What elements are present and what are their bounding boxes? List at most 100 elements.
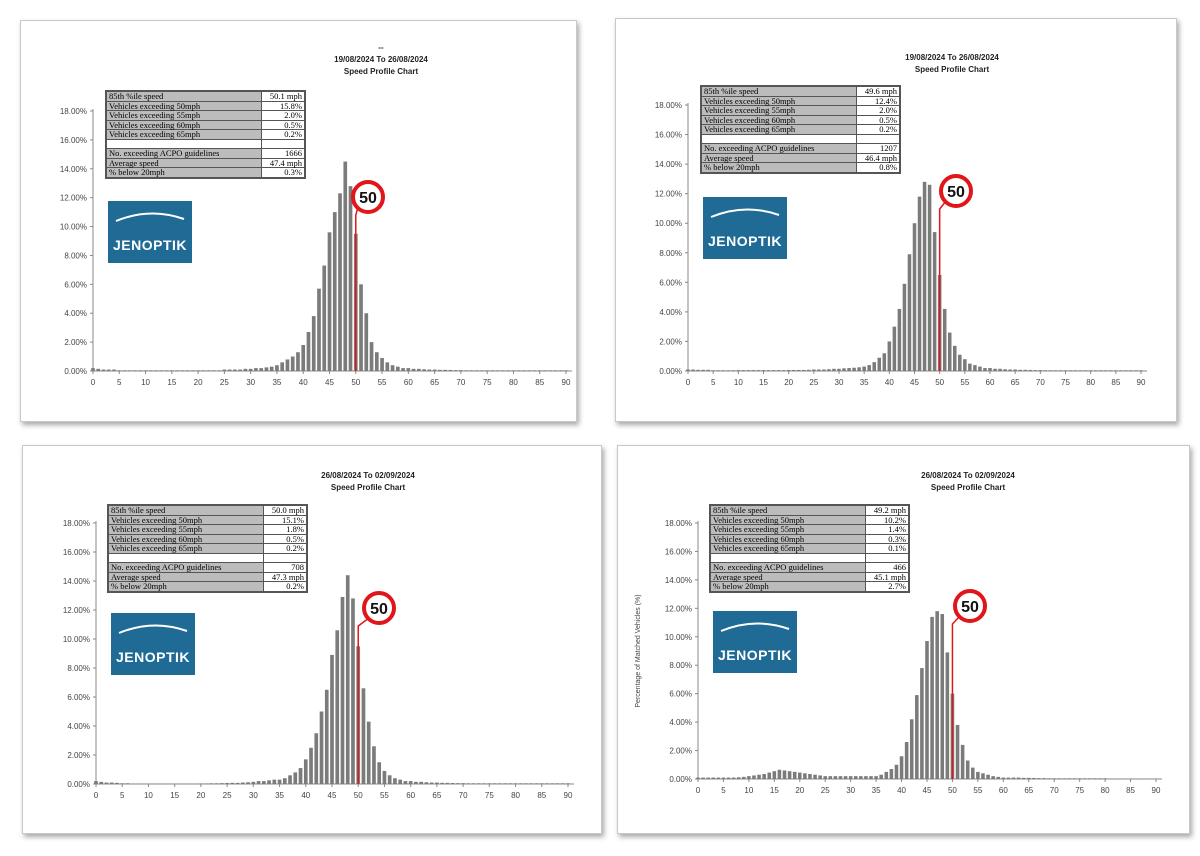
x-tick-label: 0 xyxy=(686,378,691,387)
x-tick-label: 85 xyxy=(1126,786,1135,795)
bar xyxy=(143,370,148,371)
bar xyxy=(545,783,549,784)
bar xyxy=(196,370,200,371)
bar xyxy=(246,782,250,784)
x-tick-label: 85 xyxy=(535,378,544,387)
bar xyxy=(1047,778,1051,779)
bar xyxy=(1078,370,1083,371)
histogram: 0.00% 2.00% 4.00% 6.00% 8.00% 10.00% 12.00% 14.… xyxy=(60,107,572,387)
x-tick-label: 80 xyxy=(1101,786,1110,795)
y-tick-label: 2.00% xyxy=(67,751,90,760)
bar xyxy=(438,369,442,371)
logo-text: JENOPTIK xyxy=(707,233,782,249)
bar xyxy=(282,778,287,784)
bar xyxy=(448,369,453,371)
histogram: 0.00% 2.00% 4.00% 6.00% 8.00% 10.00% 12.00% 14.… xyxy=(63,519,574,800)
bar xyxy=(1139,370,1143,371)
bar xyxy=(348,186,353,371)
bar xyxy=(802,369,806,371)
bar xyxy=(527,370,532,371)
stats-row: % below 20mph 0.2% xyxy=(107,581,308,592)
x-tick-label: 45 xyxy=(328,791,337,800)
x-tick-label: 10 xyxy=(734,378,743,387)
x-tick-label: 15 xyxy=(167,378,176,387)
chart-title: 19/08/2024 To 26/08/2024 xyxy=(334,55,428,64)
bar xyxy=(539,783,544,784)
bar xyxy=(380,358,384,371)
stats-row: % below 20mph 0.8% xyxy=(700,162,901,173)
logo-arc-icon xyxy=(720,622,790,632)
stats-row: No. exceeding ACPO guidelines 466 xyxy=(709,562,910,573)
bar xyxy=(813,774,817,779)
stats-row: No. exceeding ACPO guidelines 708 xyxy=(107,562,308,573)
x-tick-label: 70 xyxy=(456,378,465,387)
bar xyxy=(393,778,397,784)
y-tick-label: 12.00% xyxy=(655,190,682,199)
bar xyxy=(1129,370,1133,371)
bar xyxy=(450,782,455,784)
bar xyxy=(482,783,486,784)
stats-row: Vehicles exceeding 65mph 0.2% xyxy=(105,129,306,140)
x-tick-label: 30 xyxy=(846,786,855,795)
speed-limit-value: 50 xyxy=(947,184,965,201)
bar xyxy=(560,783,565,784)
stats-label: 85th %ile speed xyxy=(105,90,262,102)
x-tick-label: 0 xyxy=(91,378,96,387)
bar xyxy=(503,783,507,784)
bar xyxy=(867,365,871,371)
bar xyxy=(772,771,777,779)
x-tick-label: 65 xyxy=(432,791,441,800)
bar xyxy=(721,777,726,779)
y-tick-label: 10.00% xyxy=(655,219,682,228)
y-tick-label: 16.00% xyxy=(655,131,682,140)
bar xyxy=(1062,778,1067,779)
x-tick-label: 65 xyxy=(1024,786,1033,795)
x-tick-label: 75 xyxy=(1061,378,1070,387)
bar xyxy=(963,359,967,371)
bar xyxy=(1028,369,1033,371)
bar xyxy=(382,770,387,784)
bar xyxy=(1088,778,1092,779)
x-tick-label: 15 xyxy=(170,791,179,800)
bar xyxy=(947,332,952,371)
bar xyxy=(843,776,848,779)
bar xyxy=(1042,778,1046,779)
y-tick-label: 12.00% xyxy=(63,606,90,615)
x-tick-label: 35 xyxy=(272,378,281,387)
bar xyxy=(138,370,143,371)
bar xyxy=(532,370,537,371)
stats-value: 708 xyxy=(263,562,308,573)
bar xyxy=(369,342,374,371)
bar xyxy=(477,783,481,784)
bar xyxy=(543,370,547,371)
stats-value: 1207 xyxy=(856,143,901,154)
x-tick-label: 20 xyxy=(795,786,804,795)
x-tick-label: 45 xyxy=(325,378,334,387)
bar xyxy=(1057,778,1062,779)
stats-value: 1.8% xyxy=(263,524,308,535)
x-tick-label: 90 xyxy=(1137,378,1146,387)
bar xyxy=(516,370,521,371)
chart-title: 26/08/2024 To 02/09/2024 xyxy=(321,471,415,480)
bar xyxy=(233,369,237,371)
chart-subtitle: Speed Profile Chart xyxy=(930,483,1006,492)
bar xyxy=(935,611,939,779)
bar xyxy=(96,368,101,371)
y-tick-label: 8.00% xyxy=(67,664,90,673)
bar xyxy=(424,782,429,784)
bar xyxy=(564,370,568,371)
chart-title-line0: -- xyxy=(378,43,384,52)
bar xyxy=(230,782,235,784)
x-tick-label: 75 xyxy=(483,378,492,387)
bar xyxy=(787,771,792,779)
x-tick-label: 35 xyxy=(872,786,881,795)
y-tick-label: 16.00% xyxy=(60,136,87,145)
bar xyxy=(1114,370,1118,371)
bar xyxy=(817,369,821,371)
bar xyxy=(767,772,772,779)
bar xyxy=(1077,778,1082,779)
jenoptik-logo: JENOPTIK xyxy=(108,201,192,263)
y-tick-label: 8.00% xyxy=(659,249,682,258)
y-tick-label: 14.00% xyxy=(60,165,87,174)
logo-text: JENOPTIK xyxy=(717,647,792,663)
